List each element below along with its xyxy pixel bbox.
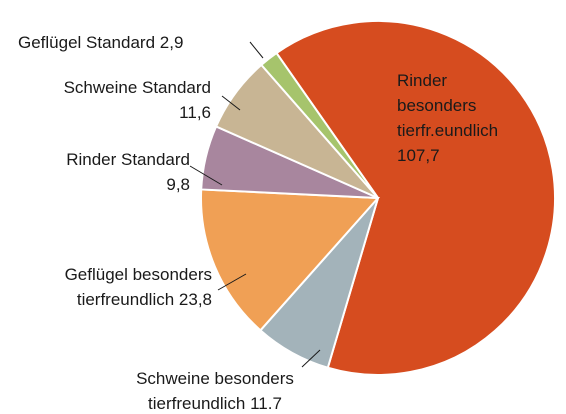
- pie-slice: [275, 20, 556, 376]
- category-label: Schweine besonders tierfreundlich: [136, 369, 294, 413]
- leader-line: [301, 349, 321, 368]
- pie-slice: [259, 51, 379, 199]
- slice-label: Schweine Standard 11,6: [0, 75, 211, 125]
- category-label: Geflügel besonders tierfreundlich: [64, 265, 212, 309]
- leader-line: [249, 41, 264, 59]
- value-label: 11,6: [179, 103, 211, 122]
- value-label: 23,8: [178, 290, 212, 309]
- value-label: 2,9: [159, 33, 184, 52]
- leader-line: [221, 95, 241, 111]
- pie-slice: [200, 188, 381, 332]
- category-label: Geflügel Standard: [18, 33, 156, 52]
- slice-label: Geflügel Standard 2,9: [18, 30, 183, 55]
- slice-label: Rinder Standard 9,8: [0, 147, 190, 197]
- value-label: 11.7: [250, 394, 282, 413]
- slice-label: Geflügel besonders tierfreundlich 23,8: [12, 262, 212, 312]
- category-label: Schweine Standard: [63, 78, 211, 97]
- slices: [200, 20, 556, 376]
- value-label: 9,8: [166, 175, 190, 194]
- value-label: 107,7: [397, 146, 440, 165]
- slice-label: Schweine besonders tierfreundlich 11.7: [115, 366, 315, 414]
- leader-line: [189, 165, 223, 186]
- category-label: Rinder Standard: [66, 150, 190, 169]
- leader-line: [217, 273, 247, 291]
- category-label: Rinder besonders tierfr.eundlich: [397, 71, 499, 140]
- slice-label: Rinder besonders tierfr.eundlich 107,7: [397, 68, 522, 168]
